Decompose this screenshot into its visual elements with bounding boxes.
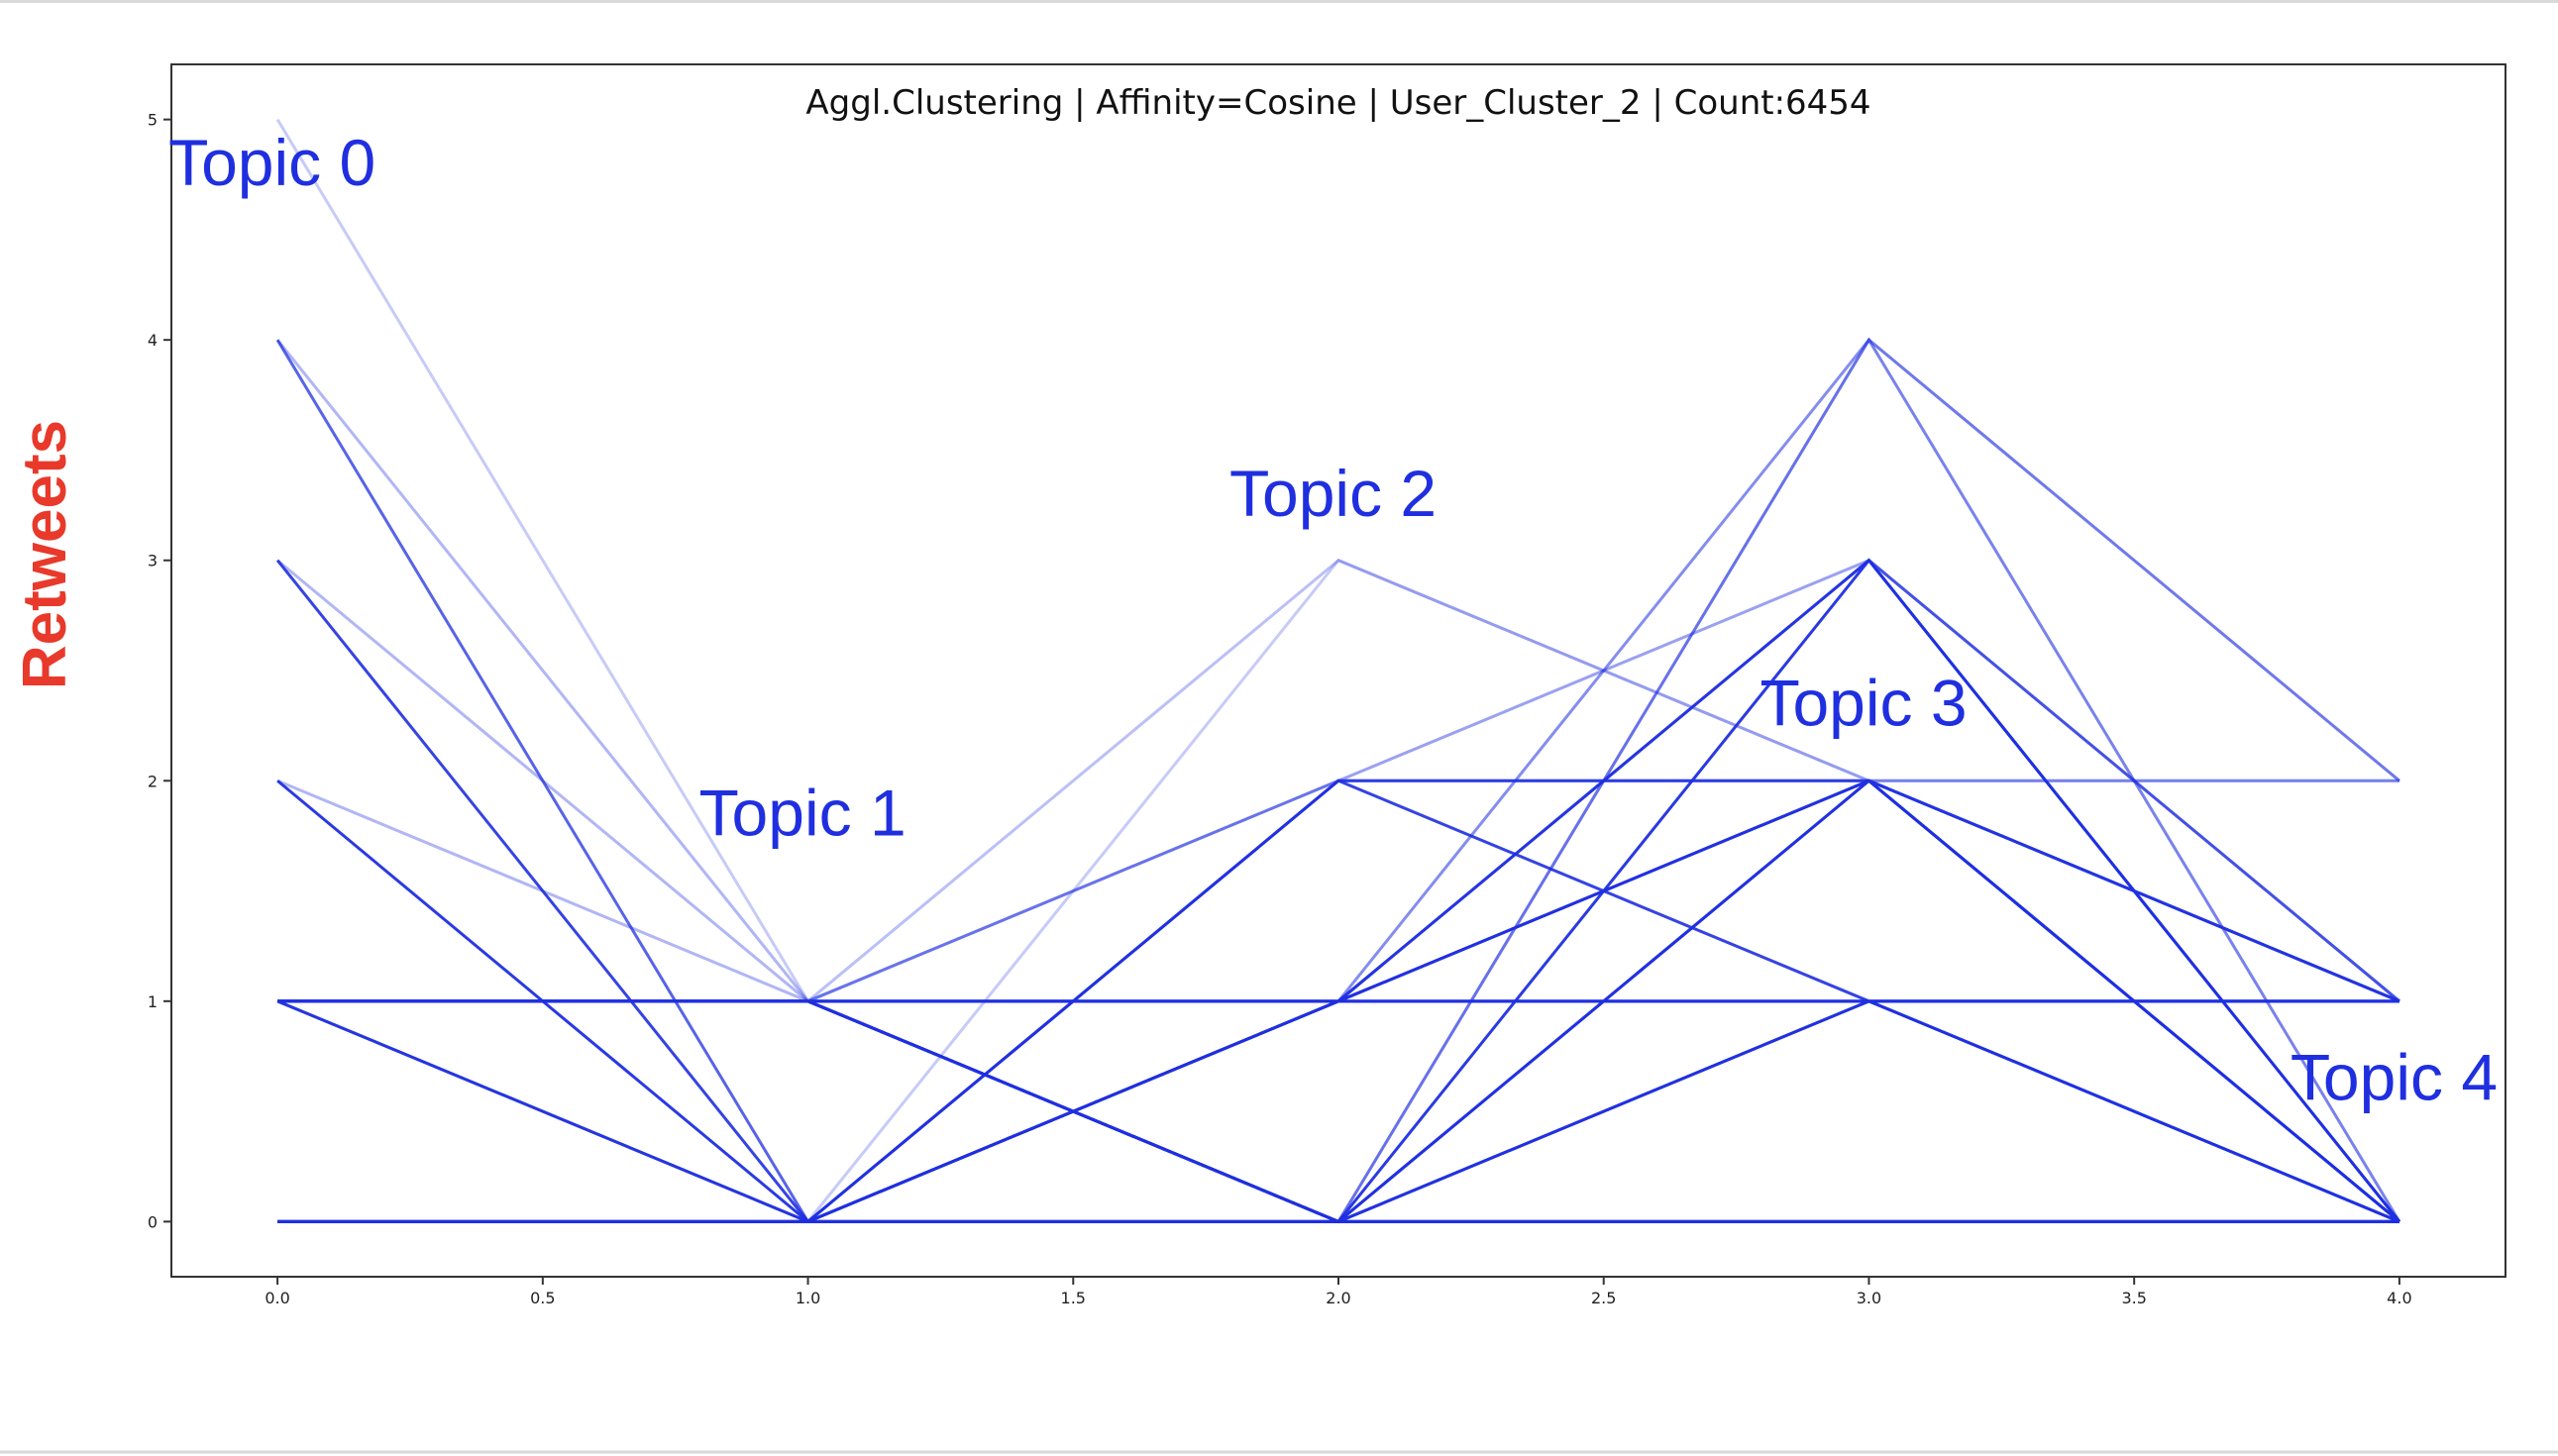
- x-tick-label: 3.5: [2121, 1289, 2146, 1307]
- topic-label: Topic 2: [1229, 457, 1437, 530]
- topic-label: Topic 0: [168, 126, 375, 199]
- y-tick-label: 2: [148, 772, 158, 790]
- topic-annotations: Topic 0 Topic 1 Topic 2 Topic 3 Topic 4: [168, 126, 2498, 1114]
- topic-label: Topic 1: [699, 777, 906, 850]
- y-tick-label: 4: [148, 331, 158, 350]
- topic-label: Topic 3: [1759, 666, 1967, 739]
- y-axis-label: Retweets: [11, 420, 79, 689]
- series-line: [277, 779, 2400, 1003]
- x-tick-label: 2.0: [1326, 1289, 1350, 1307]
- y-tick-label: 3: [148, 552, 158, 571]
- topic-label: Topic 4: [2291, 1041, 2498, 1114]
- series-line: [276, 999, 2399, 1223]
- series-line: [277, 999, 2399, 1223]
- y-axis: 0 1 2 3 4 5: [148, 111, 171, 1231]
- plot-frame: [170, 63, 2506, 1278]
- series-line: [277, 558, 2401, 1223]
- series-line: [275, 339, 2399, 1003]
- x-tick-label: 1.5: [1061, 1289, 1086, 1307]
- x-tick-label: 0.5: [530, 1289, 555, 1307]
- series-line: [277, 999, 2400, 1223]
- x-tick-label: 4.0: [2387, 1289, 2411, 1307]
- y-tick-label: 1: [148, 992, 158, 1011]
- series-line: [276, 558, 2399, 1224]
- series-line: [277, 558, 2401, 1224]
- y-tick-label: 0: [148, 1212, 158, 1231]
- y-tick-label: 5: [148, 111, 158, 130]
- series-line: [277, 558, 2400, 1223]
- x-tick-label: 3.0: [1857, 1289, 1881, 1307]
- x-tick-label: 1.0: [796, 1289, 820, 1307]
- series-line: [277, 999, 2399, 1223]
- series-lines: [275, 118, 2401, 1224]
- series-line: [275, 559, 2399, 1223]
- x-tick-label: 2.5: [1591, 1289, 1616, 1307]
- chart-title: Aggl.Clustering | Affinity=Cosine | User…: [805, 83, 1870, 123]
- x-tick-label: 0.0: [265, 1289, 289, 1307]
- series-line: [277, 779, 2400, 1224]
- series-line: [276, 779, 2399, 1003]
- x-axis: 0.0 0.5 1.0 1.5 2.0 2.5 3.0 3.5 4.0: [265, 1277, 2412, 1307]
